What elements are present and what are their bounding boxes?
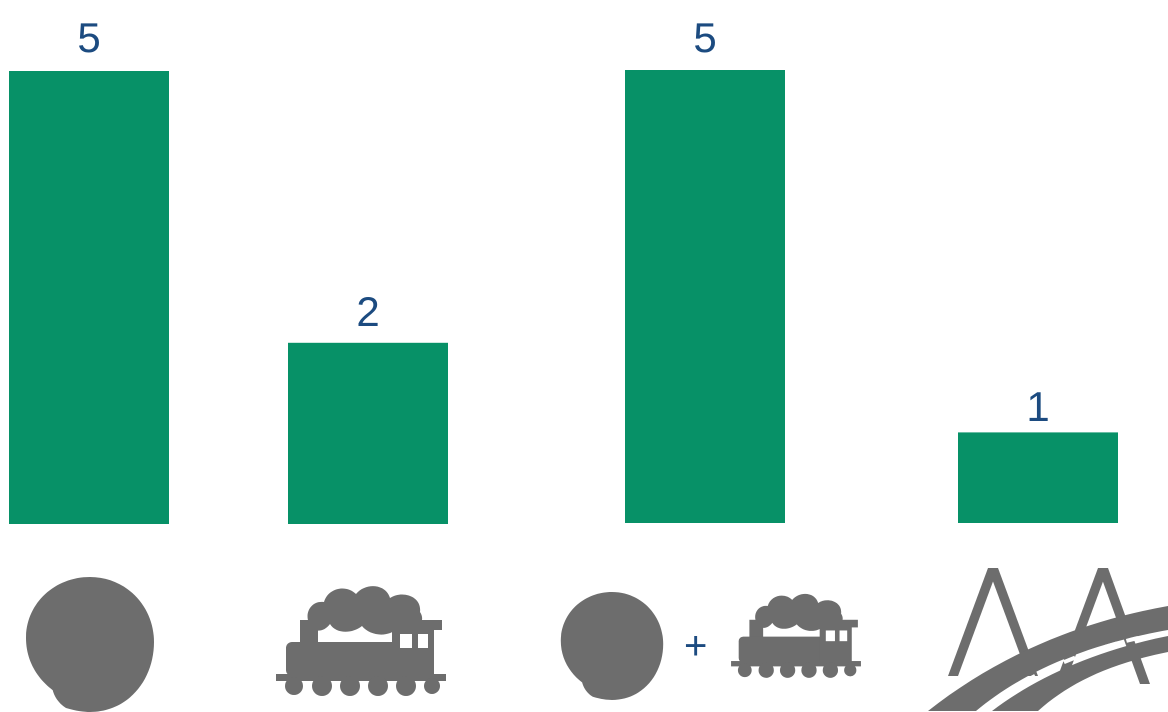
steam-train-icon — [276, 586, 446, 696]
value-label-3: 5 — [693, 14, 717, 61]
value-label-4: 1 — [1026, 383, 1050, 430]
steam-train-icon — [731, 593, 861, 678]
value-label-2: 2 — [356, 288, 380, 335]
river-icon — [560, 592, 664, 700]
bar-1 — [9, 71, 169, 524]
bridge-road-icon — [928, 568, 1168, 711]
bar-3 — [625, 70, 785, 523]
value-label-1: 5 — [77, 14, 101, 61]
plus-sign: + — [684, 624, 708, 668]
bar-4 — [958, 432, 1118, 523]
bar-2 — [288, 342, 448, 524]
river-icon — [26, 577, 154, 712]
